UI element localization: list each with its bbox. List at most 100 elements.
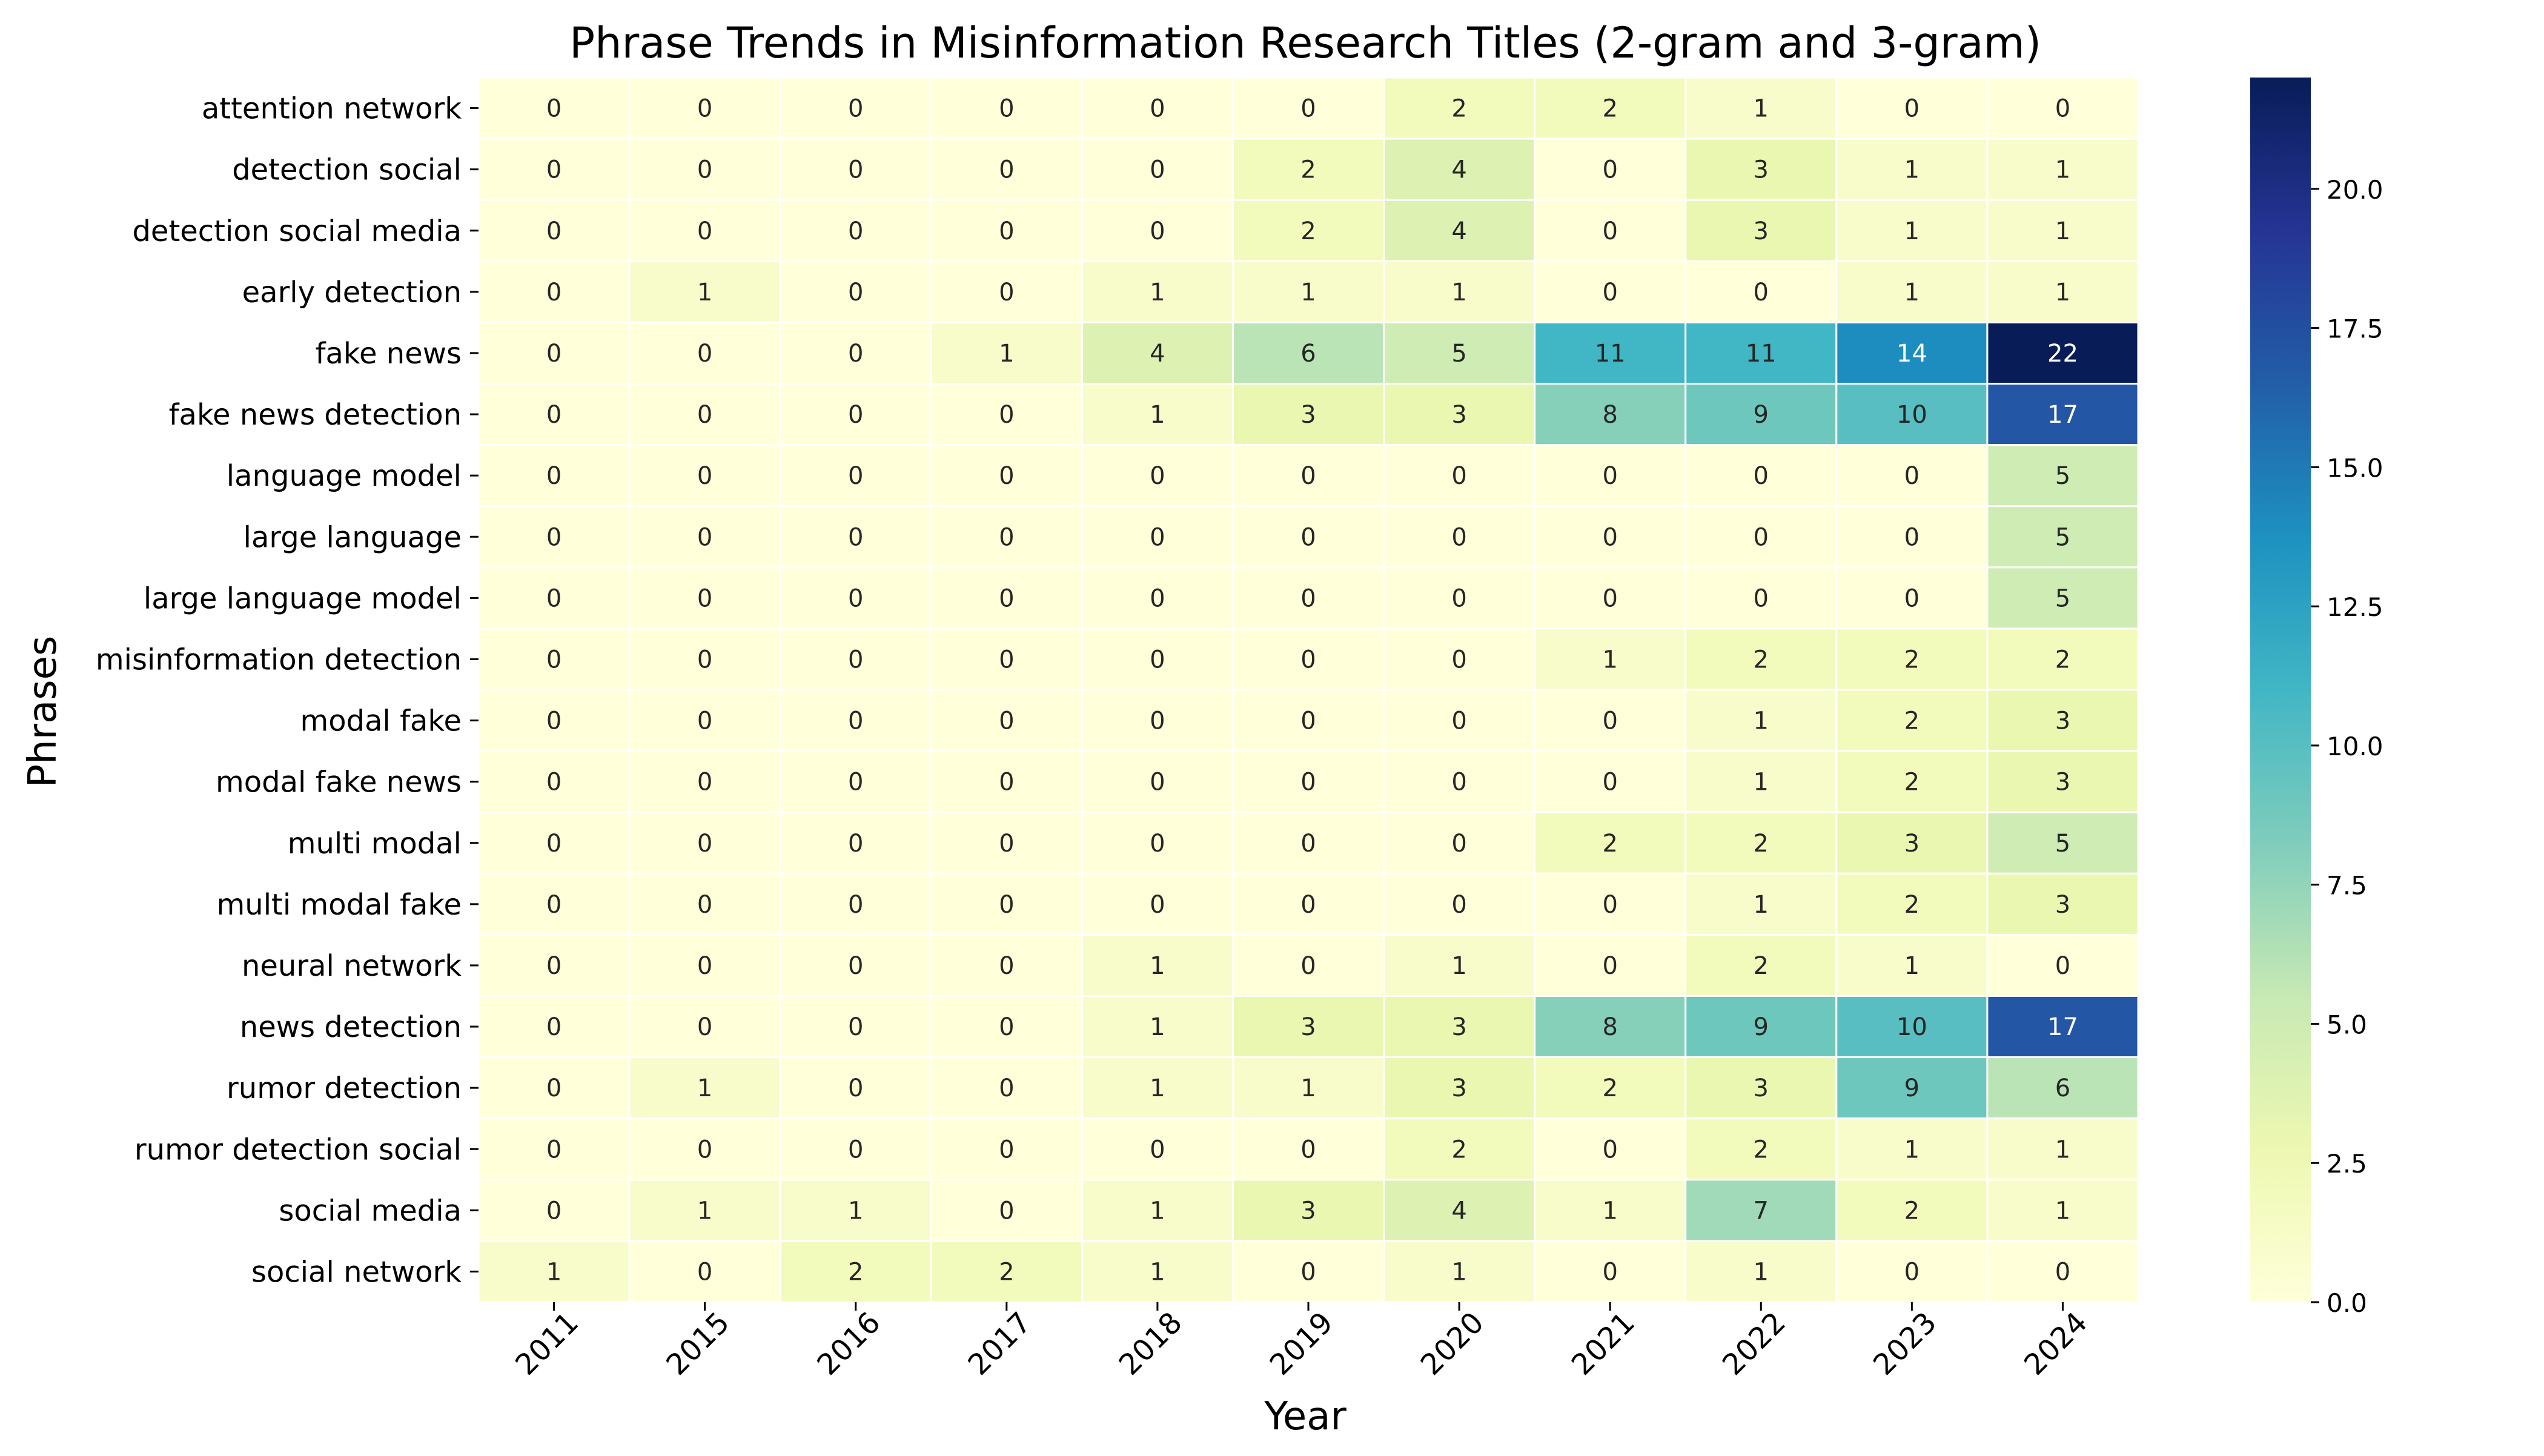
cell-value-label: 0 (1451, 523, 1466, 551)
cell-value-label: 5 (2055, 523, 2070, 551)
heatmap-cell (1986, 260, 2139, 323)
cell-value-label: 22 (2047, 340, 2078, 368)
cell-value-label: 3 (1300, 1013, 1316, 1041)
cell-value-label: 11 (1595, 340, 1626, 368)
cell-value-label: 0 (1451, 830, 1466, 858)
cell-value-label: 0 (1754, 523, 1769, 551)
cell-value-label: 1 (697, 279, 712, 306)
heatmap-cell (930, 137, 1083, 201)
cell-value-label: 0 (848, 1136, 863, 1163)
heatmap-cell (1986, 872, 2139, 936)
cell-value-label: 0 (546, 952, 561, 980)
heatmap-cell (1835, 1056, 1989, 1120)
heatmap-cell (1383, 750, 1536, 813)
heatmap-cell (779, 505, 932, 569)
cell-value-label: 1 (1451, 1258, 1466, 1286)
cell-value-label: 3 (1300, 401, 1316, 429)
heatmap-cell (1835, 811, 1989, 875)
cell-value-label: 0 (697, 401, 712, 429)
cell-value-label: 0 (1602, 279, 1617, 306)
y-tick-label: rumor detection (227, 1071, 462, 1105)
cell-value-label: 1 (1904, 952, 1920, 980)
cell-value-label: 0 (1602, 523, 1617, 551)
cell-value-label: 0 (546, 707, 561, 735)
y-axis-label: Phrases (21, 636, 65, 788)
heatmap-cell (1835, 505, 1989, 569)
heatmap-cell (1231, 1240, 1385, 1303)
cell-value-label: 2 (1602, 1074, 1617, 1102)
heatmap-cell (1081, 137, 1234, 201)
cell-value-label: 0 (848, 523, 863, 551)
cell-value-label: 0 (697, 891, 712, 919)
colorbar-tick-label: 2.5 (2327, 1149, 2367, 1179)
heatmap-cell (1534, 199, 1687, 262)
cell-value-label: 1 (1904, 1136, 1920, 1163)
cell-value-label: 0 (546, 1197, 561, 1225)
cell-value-label: 0 (848, 156, 863, 184)
heatmap-cell (628, 444, 781, 508)
cell-value-label: 0 (848, 891, 863, 919)
cell-value-label: 1 (1904, 217, 1920, 245)
y-tick-label: language model (227, 459, 462, 493)
heatmap-cell (477, 566, 631, 630)
y-tick-label: fake news detection (169, 398, 462, 432)
cell-value-label: 11 (1746, 340, 1777, 368)
cell-value-label: 10 (1896, 401, 1927, 429)
heatmap-cell (779, 383, 932, 446)
cell-value-label: 2 (2055, 646, 2070, 673)
heatmap-cell (1986, 1117, 2139, 1181)
cell-value-label: 0 (697, 1136, 712, 1163)
heatmap-cell (1231, 566, 1385, 630)
cell-value-label: 1 (1602, 1197, 1617, 1225)
cell-value-label: 3 (1451, 1013, 1466, 1041)
heatmap-cell (628, 627, 781, 691)
heatmap-cell (1684, 199, 1838, 262)
cell-value-label: 0 (848, 1074, 863, 1102)
heatmap-cell (1383, 933, 1536, 998)
cell-value-label: 2 (848, 1258, 863, 1286)
cell-value-label: 0 (1300, 769, 1316, 796)
heatmap-cell (1383, 872, 1536, 936)
cell-value-label: 0 (1300, 584, 1316, 612)
cell-value-label: 4 (1150, 340, 1165, 368)
cell-value-label: 0 (1300, 95, 1316, 123)
heatmap-cell (1534, 76, 1687, 140)
y-tick-label: fake news (316, 337, 462, 371)
heatmap-cell (779, 321, 932, 385)
cell-value-label: 0 (848, 340, 863, 368)
cell-value-label: 0 (1300, 830, 1316, 858)
cell-value-label: 1 (697, 1197, 712, 1225)
heatmap-cell (628, 750, 781, 813)
cell-value-label: 1 (1150, 1197, 1165, 1225)
y-tick-label: early detection (242, 276, 462, 309)
cell-value-label: 2 (1602, 830, 1617, 858)
heatmap-cell (1383, 1240, 1536, 1303)
cell-value-label: 0 (697, 830, 712, 858)
heatmap-cell (1835, 260, 1989, 323)
y-tick-label: large language model (144, 581, 462, 615)
cell-value-label: 0 (1451, 584, 1466, 612)
cell-value-label: 0 (1150, 1136, 1165, 1163)
cell-value-label: 2 (1300, 217, 1316, 245)
heatmap-cell (1081, 933, 1234, 998)
cell-value-label: 0 (546, 1013, 561, 1041)
cell-value-label: 1 (848, 1197, 863, 1225)
heatmap-cell (1081, 872, 1234, 936)
heatmap-cell (628, 1179, 781, 1242)
y-tick-label: neural network (242, 949, 462, 983)
cell-value-label: 0 (546, 584, 561, 612)
cell-value-label: 1 (1150, 401, 1165, 429)
cell-value-label: 0 (1904, 95, 1920, 123)
cell-value-label: 0 (848, 952, 863, 980)
heatmap-cell (1383, 1056, 1536, 1120)
heatmap-cell (1835, 321, 1989, 385)
heatmap-cell (1534, 1179, 1687, 1242)
cell-value-label: 1 (1451, 952, 1466, 980)
cell-value-label: 1 (1451, 279, 1466, 306)
colorbar: 0.0 2.5 5.0 7.5 10.0 12.5 15.0 17.5 20.0 (2250, 78, 2383, 1318)
cell-value-label: 1 (1300, 1074, 1316, 1102)
y-tick-label: misinformation detection (96, 643, 462, 677)
heatmap-cell (1835, 383, 1989, 446)
heatmap-cell (1231, 750, 1385, 813)
cell-value-label: 5 (2055, 462, 2070, 490)
